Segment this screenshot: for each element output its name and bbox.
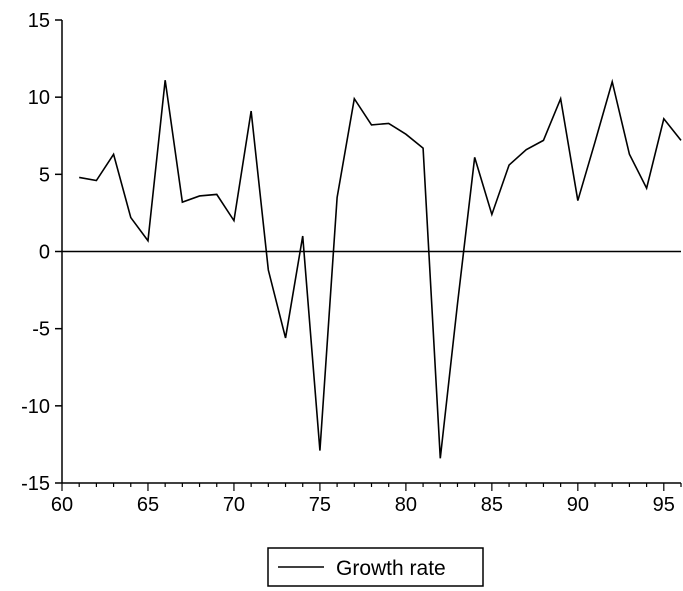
series-line-growth-rate (79, 78, 682, 459)
y-tick-label: 10 (28, 87, 50, 109)
x-tick-label: 85 (481, 494, 503, 516)
y-tick-label: -10 (21, 396, 50, 418)
y-tick-label: 5 (39, 164, 50, 186)
x-tick-label: 80 (395, 494, 417, 516)
series-layer (79, 78, 682, 459)
y-tick-label: 15 (28, 10, 50, 32)
x-tick-label: 60 (51, 494, 73, 516)
y-tick-label: -15 (21, 473, 50, 495)
legend: Growth rate (267, 547, 484, 587)
x-tick-label: 90 (567, 494, 589, 516)
x-tick-label: 95 (653, 494, 675, 516)
x-tick-label: 70 (223, 494, 245, 516)
legend-label: Growth rate (336, 557, 446, 580)
x-axis-ticks: 60 65 70 75 80 85 90 95 (51, 483, 682, 516)
y-axis-ticks: 15 10 5 0 -5 -10 -15 (21, 10, 62, 495)
y-tick-label: -5 (32, 319, 50, 341)
y-tick-label: 0 (39, 242, 50, 264)
x-tick-label: 75 (309, 494, 331, 516)
plot-frame (61, 20, 681, 484)
x-tick-label: 65 (137, 494, 159, 516)
